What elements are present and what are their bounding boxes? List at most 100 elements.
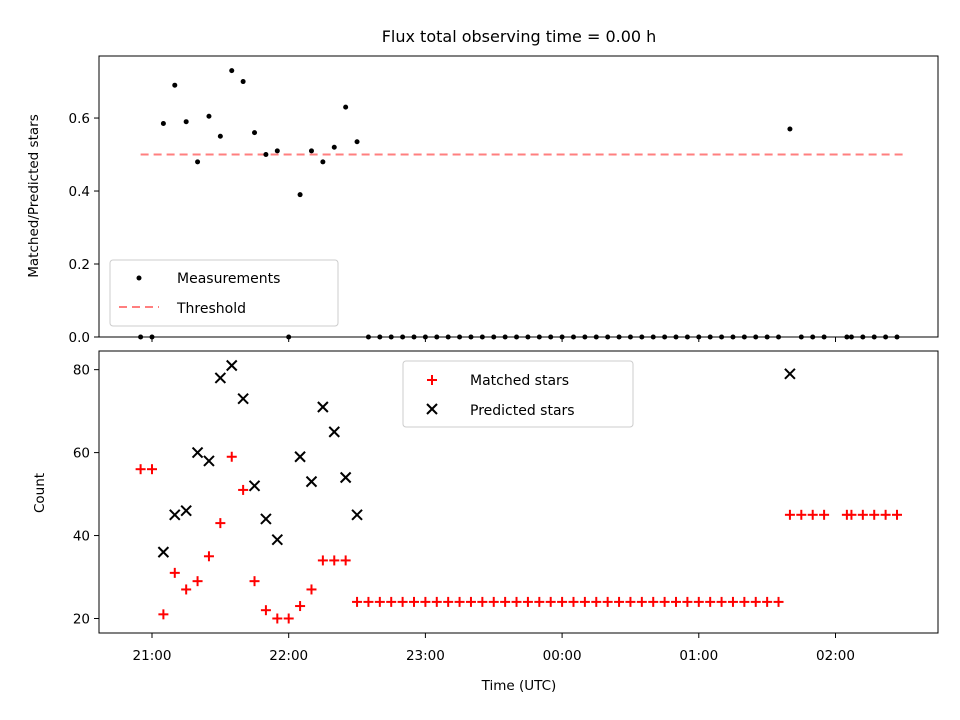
matched-star-point: [716, 596, 727, 607]
measurement-point: [753, 334, 759, 340]
measurement-point: [365, 334, 371, 340]
measurement-point: [627, 334, 633, 340]
matched-star-point: [591, 596, 602, 607]
matched-star-point: [784, 509, 795, 520]
matched-star-point: [158, 609, 169, 620]
measurement-point: [871, 334, 877, 340]
measurement-point: [479, 334, 485, 340]
top-y-tick-label: 0.4: [69, 184, 90, 200]
measurement-point: [525, 334, 531, 340]
matched-star-point: [249, 576, 260, 587]
predicted-star-point: [339, 471, 352, 484]
measurement-point: [844, 334, 850, 340]
matched-star-point: [238, 484, 249, 495]
matched-star-point: [846, 509, 857, 520]
bottom-legend: Matched stars Predicted stars: [402, 360, 634, 428]
legend-matched-marker: [427, 375, 437, 385]
measurement-point: [286, 334, 292, 340]
predicted-star-point: [351, 509, 363, 521]
x-axis-label: Time (UTC): [481, 678, 557, 694]
measurement-point: [860, 334, 866, 340]
measurement-point: [719, 334, 725, 340]
matched-star-point: [397, 596, 408, 607]
matched-star-point: [625, 596, 636, 607]
matched-star-point: [340, 555, 351, 566]
bottom-plot-frame: [98, 350, 939, 634]
matched-star-point: [511, 596, 522, 607]
matched-star-point: [169, 567, 180, 578]
matched-star-point: [272, 613, 283, 624]
measurement-point: [536, 334, 542, 340]
predicted-star-point: [271, 533, 284, 546]
matched-star-point: [260, 605, 271, 616]
measurement-point: [183, 119, 189, 125]
measurement-point: [138, 334, 144, 340]
measurement-point: [787, 126, 793, 132]
predicted-star-point: [294, 451, 306, 463]
bottom-y-tick-label: 20: [73, 611, 90, 627]
bottom-y-tick-label: 80: [73, 363, 90, 379]
matched-star-point: [659, 596, 670, 607]
matched-star-point: [880, 509, 891, 520]
matched-star-point: [454, 596, 465, 607]
measurement-point: [593, 334, 599, 340]
measurement-point: [206, 113, 212, 119]
legend-threshold-label: Threshold: [176, 301, 246, 317]
x-tick-label: 01:00: [679, 648, 718, 664]
x-tick-label: 23:00: [406, 648, 445, 664]
bottom-y-ticks: 20 40 60 80: [73, 363, 99, 627]
top-legend: Measurements Threshold: [109, 259, 339, 327]
predicted-star-point: [784, 368, 796, 380]
matched-star-point: [283, 613, 294, 624]
top-y-tick-label: 0.0: [69, 330, 90, 346]
measurement-point: [570, 334, 576, 340]
measurement-point: [821, 334, 827, 340]
measurement-point: [263, 152, 269, 158]
measurement-point: [883, 334, 889, 340]
bottom-legend-box: [402, 360, 634, 428]
measurement-point: [422, 334, 428, 340]
matched-star-point: [409, 596, 420, 607]
predicted-star-point: [214, 372, 227, 384]
top-legend-box: [109, 259, 339, 327]
x-tick-label: 02:00: [816, 648, 855, 664]
predicted-star-point: [317, 401, 329, 413]
matched-star-point: [488, 596, 499, 607]
measurement-point: [252, 130, 258, 136]
matched-star-point: [443, 596, 454, 607]
top-y-tick-label: 0.2: [69, 257, 90, 273]
measurement-point: [502, 334, 508, 340]
measurement-point: [217, 133, 223, 139]
matched-star-point: [762, 596, 773, 607]
matched-star-point: [500, 596, 511, 607]
matched-star-point: [431, 596, 442, 607]
matched-star-point: [465, 596, 476, 607]
matched-star-point: [181, 584, 192, 595]
matched-star-point: [796, 509, 807, 520]
measurement-point: [582, 334, 588, 340]
measurement-point: [848, 334, 854, 340]
matched-star-point: [386, 596, 397, 607]
measurement-point: [491, 334, 497, 340]
x-tick-label: 00:00: [543, 648, 582, 664]
matched-star-point: [545, 596, 556, 607]
measurement-point: [696, 334, 702, 340]
measurement-point: [297, 192, 303, 198]
matched-star-point: [192, 576, 203, 587]
matched-star-point: [203, 551, 214, 562]
matched-star-point: [568, 596, 579, 607]
matched-star-point: [135, 464, 146, 475]
measurement-point: [411, 334, 417, 340]
matched-star-point: [306, 584, 317, 595]
measurement-point: [741, 334, 747, 340]
measurement-point: [798, 334, 804, 340]
matched-star-point: [477, 596, 488, 607]
measurement-point: [274, 148, 280, 154]
matched-star-point: [727, 596, 738, 607]
matched-star-point: [614, 596, 625, 607]
matched-star-point: [374, 596, 385, 607]
measurement-point: [662, 334, 668, 340]
predicted-star-point: [260, 513, 272, 525]
legend-predicted-marker: [426, 403, 438, 415]
measurement-point: [388, 334, 394, 340]
